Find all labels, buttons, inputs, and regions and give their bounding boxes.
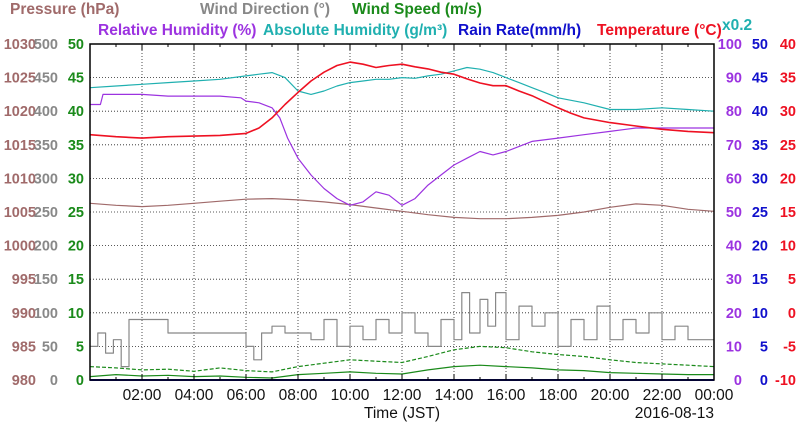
y-tick-label: 200 <box>34 239 58 255</box>
x-tick-label: 18:00 <box>539 387 578 404</box>
y-tick-label: 30 <box>68 171 84 187</box>
y-tick-label: 250 <box>34 205 58 221</box>
y-tick-label: 15 <box>780 205 796 221</box>
y-tick-label: 35 <box>752 138 768 154</box>
legend-entry: Wind Speed (m/s) <box>352 1 482 18</box>
y-tick-label: 45 <box>752 71 768 87</box>
y-tick-label: 90 <box>726 71 742 87</box>
y-tick-label: 0 <box>734 373 742 389</box>
legend-entry: Rain Rate(mm/h) <box>458 22 581 39</box>
y-tick-label: 400 <box>34 104 58 120</box>
y-tick-label: -10 <box>775 373 796 389</box>
y-tick-label: 990 <box>12 306 36 322</box>
legend-entry: Relative Humidity (%) <box>98 22 256 39</box>
legend-entry: x0.2 <box>722 17 752 34</box>
series-line <box>90 292 714 368</box>
series-line <box>89 61 715 139</box>
x-tick-label: 14:00 <box>435 387 474 404</box>
y-tick-label: 50 <box>42 339 58 355</box>
y-tick-label: -5 <box>783 339 796 355</box>
y-tick-label: 995 <box>12 272 36 288</box>
y-tick-label: 0 <box>76 373 84 389</box>
y-tick-label: 10 <box>752 306 768 322</box>
y-tick-label: 1005 <box>4 205 36 221</box>
y-tick-label: 5 <box>760 339 768 355</box>
y-tick-label: 40 <box>726 239 742 255</box>
y-tick-label: 25 <box>68 205 84 221</box>
y-tick-label: 1020 <box>4 104 36 120</box>
y-tick-label: 30 <box>752 171 768 187</box>
y-tick-label: 980 <box>12 373 36 389</box>
y-tick-label: 1015 <box>4 138 36 154</box>
x-tick-label: 20:00 <box>591 387 630 404</box>
axes-layer: 02:00 04:00 06:00 08:00 10:00 12:00 14:00 16:00… <box>4 37 796 404</box>
y-tick-label: 1000 <box>4 239 36 255</box>
y-tick-label: 10 <box>68 306 84 322</box>
legend-entry: Wind Direction (°) <box>200 1 330 18</box>
legend: Pressure (hPa) Wind Direction (°) Wind Spe… <box>10 1 752 39</box>
y-tick-label: 100 <box>718 37 742 53</box>
y-tick-label: 45 <box>68 71 84 87</box>
y-tick-label: 1030 <box>4 37 36 53</box>
y-tick-label: 1025 <box>4 71 36 87</box>
x-tick-label: 22:00 <box>643 387 682 404</box>
x-tick-label: 12:00 <box>383 387 422 404</box>
y-tick-label: 100 <box>34 306 58 322</box>
series-line <box>89 198 715 220</box>
legend-entry: Pressure (hPa) <box>10 1 119 18</box>
y-tick-label: 40 <box>752 104 768 120</box>
y-tick-label: 60 <box>726 171 742 187</box>
x-tick-label: 00:00 <box>695 387 734 404</box>
y-tick-label: 30 <box>780 104 796 120</box>
x-tick-label: 16:00 <box>487 387 526 404</box>
series-line <box>89 345 715 373</box>
x-tick-label: 06:00 <box>227 387 266 404</box>
y-tick-label: 40 <box>780 37 796 53</box>
series-line <box>89 66 715 112</box>
y-tick-label: 35 <box>780 71 796 87</box>
y-tick-label: 450 <box>34 71 58 87</box>
y-tick-label: 20 <box>780 171 796 187</box>
y-tick-label: 20 <box>726 306 742 322</box>
x-tick-label: 04:00 <box>175 387 214 404</box>
y-tick-label: 150 <box>34 272 58 288</box>
x-axis-label: Time (JST) <box>364 405 440 422</box>
y-tick-label: 0 <box>788 306 796 322</box>
y-tick-label: 30 <box>726 272 742 288</box>
legend-entry: Temperature (°C) <box>597 22 722 39</box>
y-tick-label: 500 <box>34 37 58 53</box>
y-tick-label: 1010 <box>4 171 36 187</box>
chart-date: 2016-08-13 <box>635 405 714 422</box>
x-tick-label: 08:00 <box>279 387 318 404</box>
y-tick-label: 350 <box>34 138 58 154</box>
y-tick-label: 70 <box>726 138 742 154</box>
y-tick-label: 25 <box>780 138 796 154</box>
y-tick-label: 985 <box>12 339 36 355</box>
y-tick-label: 15 <box>68 272 84 288</box>
x-tick-label: 10:00 <box>331 387 370 404</box>
y-tick-label: 50 <box>68 37 84 53</box>
y-tick-label: 10 <box>726 339 742 355</box>
y-tick-label: 0 <box>50 373 58 389</box>
legend-entry: Absolute Humidity (g/m³) <box>263 22 447 39</box>
y-tick-label: 20 <box>752 239 768 255</box>
y-tick-label: 0 <box>760 373 768 389</box>
y-tick-label: 35 <box>68 138 84 154</box>
y-tick-label: 5 <box>76 339 84 355</box>
series-line <box>90 93 714 206</box>
y-tick-label: 80 <box>726 104 742 120</box>
y-tick-label: 50 <box>726 205 742 221</box>
y-tick-label: 20 <box>68 239 84 255</box>
y-tick-label: 300 <box>34 171 58 187</box>
y-tick-label: 50 <box>752 37 768 53</box>
y-tick-label: 15 <box>752 272 768 288</box>
x-tick-label: 02:00 <box>123 387 162 404</box>
y-tick-label: 40 <box>68 104 84 120</box>
y-tick-label: 25 <box>752 205 768 221</box>
y-tick-label: 10 <box>780 239 796 255</box>
y-tick-label: 5 <box>788 272 796 288</box>
